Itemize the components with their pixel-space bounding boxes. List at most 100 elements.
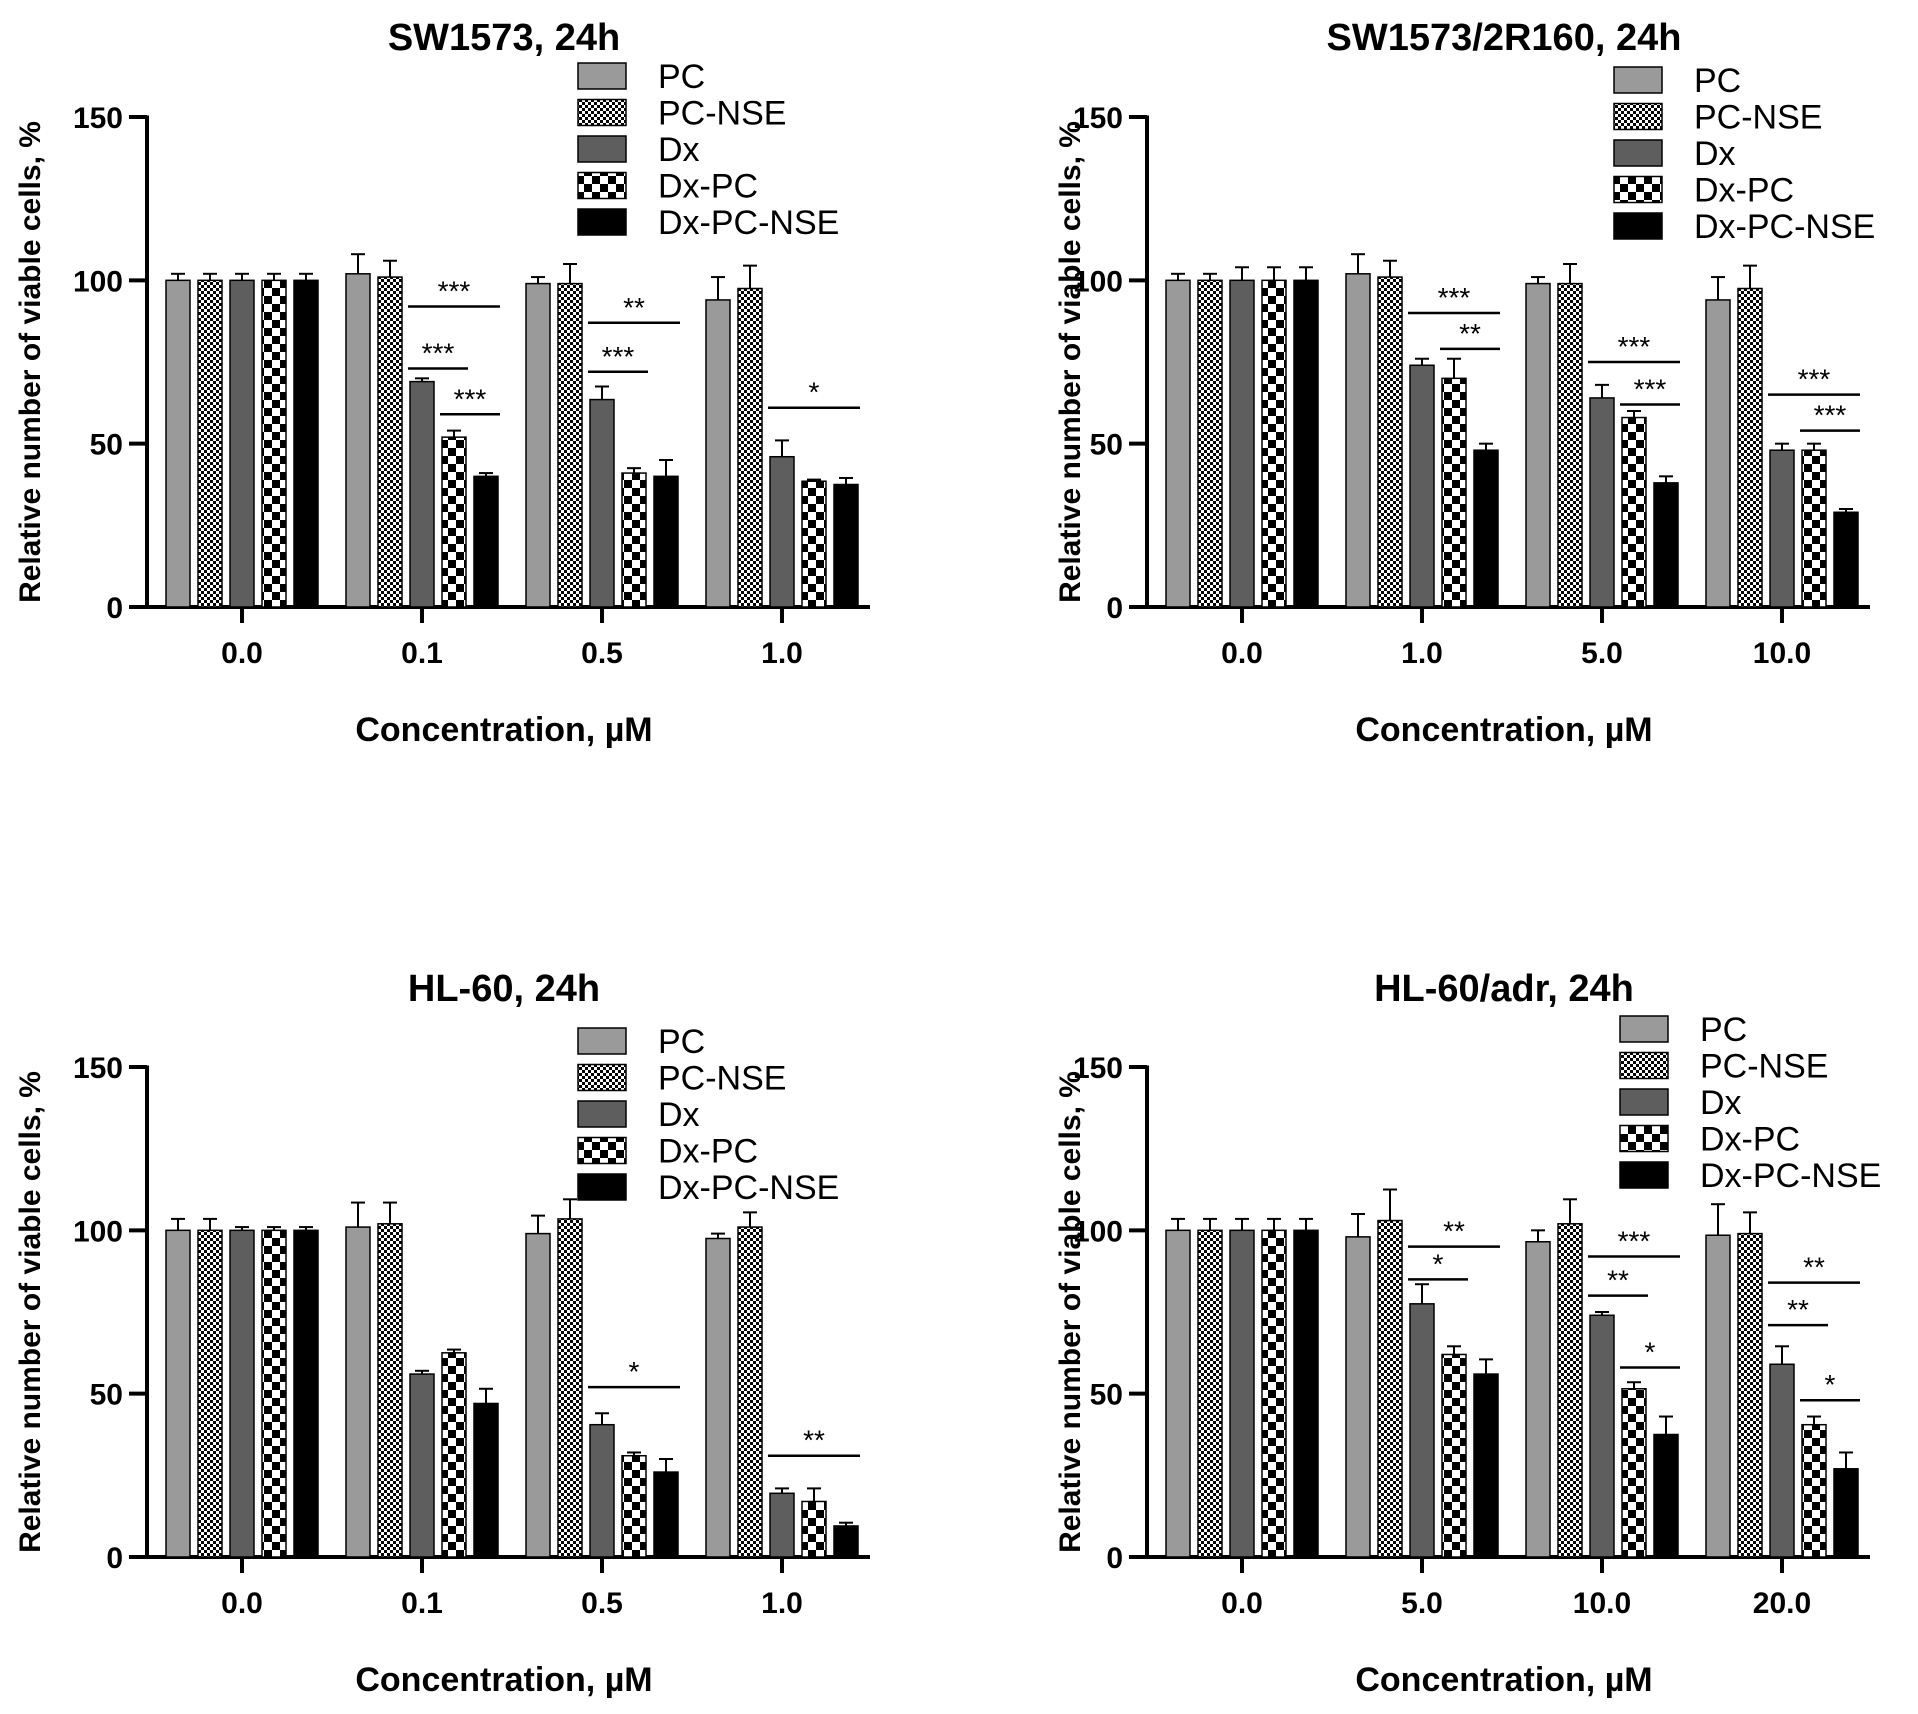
bar-dx-0-5 <box>589 1423 615 1558</box>
bar-dx-pc-1-0 <box>1441 377 1467 608</box>
y-tick-label: 50 <box>90 1379 123 1412</box>
bar-dx-5-0 <box>1589 397 1615 608</box>
bar-pc-nse-0-0 <box>197 1229 223 1558</box>
significance-label: ** <box>1459 318 1481 349</box>
chart-panel-hl60: HL-60, 24h Relative number of viable cell… <box>14 968 870 1699</box>
bar-pc-nse-0-5 <box>557 1218 583 1558</box>
chart-panel-hl60-adr: HL-60/adr, 24h Relative number of viable … <box>1054 968 1881 1699</box>
legend-label-dx: Dx <box>1694 135 1736 173</box>
legend-label-dx-pc-nse: Dx-PC-NSE <box>658 204 839 242</box>
significance-label: * <box>629 1356 640 1387</box>
significance-label: ** <box>1787 1294 1809 1325</box>
legend-swatch-dx <box>577 135 627 163</box>
bar-pc-10-0 <box>1705 299 1731 608</box>
significance-label: * <box>1433 1248 1444 1279</box>
legend-swatch-pc <box>1619 1015 1669 1043</box>
y-axis-label: Relative number of viable cells, % <box>1054 1071 1087 1553</box>
chart-title: HL-60/adr, 24h <box>1374 968 1634 1010</box>
legend-swatch-dx-pc-nse <box>577 208 627 236</box>
x-tick-label: 5.0 <box>1581 637 1623 670</box>
legend-swatch-dx-pc <box>577 171 627 200</box>
bar-dx-pc-nse-10-0 <box>1653 1433 1679 1558</box>
bar-dx-pc-nse-20-0 <box>1833 1468 1859 1558</box>
bar-pc-0-0 <box>165 279 191 608</box>
bar-dx-0-1 <box>409 380 435 608</box>
bar-dx-pc-1-0 <box>801 1500 827 1558</box>
legend-swatch-dx-pc-nse <box>577 1173 627 1201</box>
x-tick-label: 0.5 <box>581 1587 623 1620</box>
legend-label-pc-nse: PC-NSE <box>1700 1048 1828 1086</box>
bar-dx-pc-nse-0-1 <box>473 1402 499 1558</box>
bar-pc-5-0 <box>1525 282 1551 608</box>
bar-pc-1-0 <box>705 1237 731 1558</box>
legend-label-dx-pc: Dx-PC <box>658 1133 758 1171</box>
legend-label-dx-pc-nse: Dx-PC-NSE <box>658 1169 839 1207</box>
bar-pc-0-5 <box>525 282 551 608</box>
bar-pc-nse-1-0 <box>737 1226 763 1558</box>
legend-swatch-dx-pc <box>1619 1124 1669 1153</box>
legend-swatch-pc-nse <box>577 98 627 127</box>
significance-label: *** <box>1814 400 1847 431</box>
significance-label: *** <box>602 341 635 372</box>
bar-dx-pc-nse-0-1 <box>473 475 499 608</box>
bar-pc-nse-10-0 <box>1557 1223 1583 1558</box>
y-tick-label: 150 <box>73 1052 123 1085</box>
bar-pc-nse-0-1 <box>377 276 403 608</box>
bar-pc-0-5 <box>525 1232 551 1558</box>
bar-dx-pc-nse-5-0 <box>1473 1373 1499 1558</box>
significance-label: *** <box>1618 1225 1651 1256</box>
y-tick-label: 100 <box>1073 265 1123 298</box>
bar-dx-pc-0-0 <box>261 279 287 608</box>
legend-label-dx: Dx <box>658 1096 700 1134</box>
bar-pc-0-0 <box>1165 279 1191 608</box>
y-tick-label: 0 <box>106 1542 123 1575</box>
bar-pc-0-1 <box>345 273 371 608</box>
significance-label: ** <box>1803 1252 1825 1283</box>
bar-dx-pc-0-0 <box>1261 279 1287 608</box>
bar-pc-nse-5-0 <box>1377 1219 1403 1558</box>
bar-dx-1-0 <box>769 1492 795 1558</box>
chart-panel-sw1573: SW1573, 24h Relative number of viable cel… <box>14 17 870 749</box>
bar-dx-pc-nse-0-0 <box>1293 1229 1319 1558</box>
legend-swatch-pc-nse <box>1613 102 1663 131</box>
bar-dx-10-0 <box>1769 449 1795 608</box>
bar-dx-pc-10-0 <box>1801 449 1827 608</box>
bar-pc-nse-20-0 <box>1737 1232 1763 1558</box>
legend-label-pc: PC <box>658 58 705 96</box>
bar-dx-pc-20-0 <box>1801 1423 1827 1558</box>
x-tick-label: 5.0 <box>1401 1587 1443 1620</box>
bar-pc-nse-10-0 <box>1737 287 1763 608</box>
bar-dx-pc-nse-1-0 <box>833 1525 859 1558</box>
bar-pc-10-0 <box>1525 1241 1551 1558</box>
bar-dx-0-5 <box>589 398 615 608</box>
y-tick-label: 0 <box>106 592 123 625</box>
significance-label: ** <box>803 1425 825 1456</box>
bar-dx-pc-1-0 <box>801 480 827 608</box>
y-axis-label: Relative number of viable cells, % <box>14 121 47 603</box>
x-tick-label: 0.5 <box>581 637 623 670</box>
bar-dx-0-0 <box>1229 279 1255 608</box>
significance-label: * <box>1645 1337 1656 1368</box>
bar-dx-1-0 <box>769 455 795 608</box>
x-axis-label: Concentration, µM <box>1355 1661 1652 1699</box>
y-tick-label: 50 <box>90 429 123 462</box>
bar-dx-pc-0-5 <box>621 1454 647 1558</box>
legend-label-pc: PC <box>1694 62 1741 100</box>
x-axis-label: Concentration, µM <box>1355 711 1652 749</box>
y-tick-label: 100 <box>73 265 123 298</box>
x-tick-label: 0.0 <box>221 1587 263 1620</box>
legend-label-pc-nse: PC-NSE <box>658 95 786 133</box>
bar-pc-nse-5-0 <box>1557 282 1583 608</box>
x-tick-label: 20.0 <box>1753 1587 1811 1620</box>
bar-dx-pc-nse-0-5 <box>653 1471 679 1558</box>
legend-label-dx-pc-nse: Dx-PC-NSE <box>1694 208 1875 246</box>
legend-swatch-pc <box>577 1027 627 1055</box>
bar-dx-pc-nse-0-5 <box>653 475 679 608</box>
legend-label-pc: PC <box>658 1023 705 1061</box>
significance-label: * <box>1825 1369 1836 1400</box>
bar-dx-10-0 <box>1589 1314 1615 1558</box>
significance-label: * <box>809 377 820 408</box>
bar-dx-pc-nse-0-0 <box>293 1229 319 1558</box>
bar-pc-nse-0-1 <box>377 1223 403 1558</box>
